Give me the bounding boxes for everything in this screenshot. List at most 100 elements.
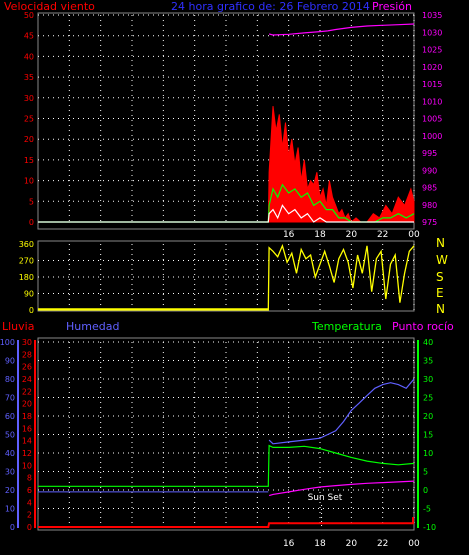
wind-tick-label: 0 — [29, 218, 34, 227]
wind-tick-label: 45 — [24, 32, 34, 41]
pressure-tick-label: 1030 — [422, 28, 442, 37]
temperature-tick-label: 20 — [423, 412, 433, 421]
rain-tick-label: 30 — [22, 338, 32, 347]
x-tick-label: 16 — [283, 230, 295, 240]
temperature-tick-label: 35 — [423, 357, 433, 366]
humidity-tick-label: 90 — [5, 357, 15, 366]
sunset-label: Sun Set — [308, 493, 343, 503]
wind-speed-axis: 0 5 10 15 20 25 30 35 40 45 50 — [24, 11, 34, 227]
compass-w: W — [436, 253, 448, 267]
direction-panel-grid — [38, 244, 415, 310]
rain-tick-label: 18 — [22, 412, 32, 421]
thermo-series — [38, 378, 415, 528]
pressure-tick-label: 1020 — [422, 63, 442, 72]
temperature-tick-label: 15 — [423, 431, 433, 440]
humidity-line — [268, 378, 415, 445]
temperature-tick-label: 30 — [423, 375, 433, 384]
pressure-tick-label: 975 — [422, 218, 437, 227]
x-tick-label: 22 — [377, 230, 388, 240]
pressure-tick-label: 985 — [422, 184, 437, 193]
wind-tick-label: 40 — [24, 52, 34, 61]
wind-direction-panel: 0 90 180 270 360 N W S E N — [19, 236, 448, 316]
temperature-tick-label: -10 — [423, 523, 436, 532]
wind-direction-line — [38, 243, 415, 311]
x-tick-label: 18 — [314, 539, 326, 549]
humidity-tick-label: 30 — [5, 468, 15, 477]
direction-tick-label: 0 — [29, 306, 34, 315]
direction-tick-label: 180 — [19, 273, 34, 282]
x-tick-label: 16 — [283, 539, 295, 549]
x-tick-label: 00 — [408, 539, 420, 549]
wind-tick-label: 15 — [24, 156, 34, 165]
x-tick-label: 22 — [377, 539, 388, 549]
wind-time-axis: 16 18 20 22 00 — [283, 230, 420, 240]
compass-e: E — [436, 286, 444, 300]
humidity-tick-label: 100 — [0, 338, 15, 347]
rain-tick-label: 24 — [22, 375, 32, 384]
compass-n-bottom: N — [436, 302, 445, 316]
temperature-axis-title: Temperatura — [311, 320, 382, 333]
rain-axis-title: Lluvia — [2, 320, 34, 333]
rain-line — [38, 522, 414, 528]
temperature-tick-label: -5 — [423, 505, 431, 514]
wind-tick-label: 20 — [24, 135, 34, 144]
temperature-tick-label: 5 — [423, 468, 428, 477]
rain-tick-label: 2 — [27, 511, 32, 520]
wind-average-line — [38, 183, 415, 223]
x-tick-label: 18 — [314, 230, 326, 240]
temperature-tick-label: 40 — [423, 338, 433, 347]
temperature-tick-label: 0 — [423, 486, 428, 495]
rain-tick-label: 20 — [22, 400, 32, 409]
direction-axis: 0 90 180 270 360 — [19, 240, 34, 315]
wind-minimum-line — [38, 204, 414, 223]
rain-tick-label: 10 — [22, 461, 32, 470]
x-tick-label: 20 — [346, 230, 358, 240]
rain-tick-label: 16 — [22, 424, 32, 433]
wind-tick-label: 25 — [24, 115, 34, 124]
pressure-axis: 975 980 985 990 995 1000 1005 1010 1015 1020 1025 1… — [422, 11, 442, 227]
compass-n-top: N — [436, 236, 445, 250]
wind-tick-label: 10 — [24, 177, 34, 186]
humidity-tick-label: 70 — [5, 394, 15, 403]
pressure-line — [268, 23, 415, 36]
x-tick-label: 00 — [408, 230, 420, 240]
humidity-axis: 0 10 20 30 40 50 60 70 80 90 100 — [0, 338, 15, 532]
humidity-tick-label: 10 — [5, 505, 15, 514]
compass-labels: N W S E N — [436, 236, 448, 316]
pressure-axis-title: Presión — [372, 0, 412, 13]
wind-series — [38, 23, 415, 223]
wind-tick-label: 35 — [24, 73, 34, 82]
temperature-line — [38, 444, 415, 487]
humidity-tick-label: 0 — [10, 523, 15, 532]
rain-tick-label: 28 — [22, 350, 32, 359]
wind-tick-label: 50 — [24, 11, 34, 20]
rain-tick-label: 6 — [27, 486, 32, 495]
thermo-time-axis: 16 18 20 22 00 — [283, 539, 420, 549]
pressure-tick-label: 1000 — [422, 132, 442, 141]
rain-tick-label: 12 — [22, 449, 32, 458]
rain-tick-label: 22 — [22, 387, 32, 396]
direction-tick-label: 360 — [19, 240, 34, 249]
temperature-axis: -10 -5 0 5 10 15 20 25 30 35 40 — [423, 338, 436, 532]
rain-tick-label: 4 — [27, 498, 32, 507]
rain-tick-label: 0 — [27, 523, 32, 532]
humidity-axis-title: Humedad — [66, 320, 119, 333]
pressure-tick-label: 990 — [422, 166, 437, 175]
humidity-tick-label: 60 — [5, 412, 15, 421]
rain-tick-label: 8 — [27, 474, 32, 483]
chart-title: 24 hora grafico de: 26 Febrero 2014 — [171, 0, 370, 13]
pressure-tick-label: 1025 — [422, 46, 442, 55]
pressure-tick-label: 1010 — [422, 97, 442, 106]
humidity-tick-label: 50 — [5, 431, 15, 440]
humidity-tick-label: 40 — [5, 449, 15, 458]
thermo-panel-grid — [38, 341, 415, 527]
humidity-tick-label: 20 — [5, 486, 15, 495]
humidity-tick-label: 80 — [5, 375, 15, 384]
direction-tick-label: 270 — [19, 257, 34, 266]
pressure-tick-label: 980 — [422, 201, 437, 210]
wind-tick-label: 5 — [29, 197, 34, 206]
rain-tick-label: 26 — [22, 363, 32, 372]
